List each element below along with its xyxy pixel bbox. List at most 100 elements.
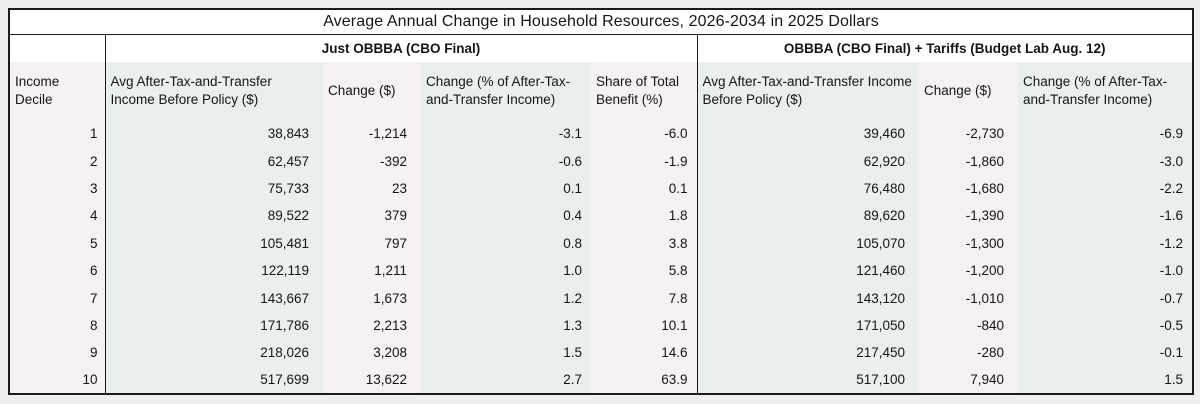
table-cell: 7 <box>9 284 105 312</box>
table-cell: 1.8 <box>591 202 697 230</box>
table-cell: -840 <box>919 311 1018 340</box>
table-cell: 62,457 <box>104 147 323 175</box>
table-cell: 1,673 <box>323 284 421 312</box>
table-cell: 143,120 <box>696 284 919 312</box>
table-cell: -1,214 <box>323 120 421 148</box>
table-row: 2 62,457 -392 -0.6 -1.9 62,920 -1,860 -3.0 <box>9 147 1193 175</box>
table-cell: 0.8 <box>421 229 591 257</box>
table-cell: 89,620 <box>696 202 919 230</box>
table-row: 4 89,522 379 0.4 1.8 89,620 -1,390 -1.6 <box>9 202 1193 230</box>
table-cell: 8 <box>9 311 105 340</box>
table-cell: 1,211 <box>323 256 421 285</box>
table-cell: 0.1 <box>591 174 697 203</box>
table-cell: 3 <box>9 174 105 203</box>
table-cell: 62,920 <box>696 147 919 175</box>
table-cell: -6.0 <box>591 120 697 148</box>
table-row: 1 38,843 -1,214 -3.1 -6.0 39,460 -2,730 -6.9 <box>9 120 1193 148</box>
table-cell: -1,300 <box>919 229 1018 257</box>
table-row: 8 171,786 2,213 1.3 10.1 171,050 -840 -0.5 <box>9 311 1193 340</box>
table-cell: -3.1 <box>421 120 591 148</box>
table-cell: 39,460 <box>696 120 919 148</box>
table-cell: 5 <box>9 229 105 257</box>
table-cell: -0.1 <box>1018 339 1193 367</box>
table-cell: -0.6 <box>421 147 591 175</box>
col-header-share-of-benefit: Share of Total Benefit (%) <box>591 62 697 120</box>
table-cell: -280 <box>919 339 1018 367</box>
col-header-change-dollars-right: Change ($) <box>919 62 1018 120</box>
table-row: 3 75,733 23 0.1 0.1 76,480 -1,680 -2.2 <box>9 174 1193 203</box>
table-cell: -1.0 <box>1018 256 1193 285</box>
table-cell: -6.9 <box>1018 120 1193 148</box>
table-cell: 89,522 <box>104 202 323 230</box>
table-cell: 105,481 <box>104 229 323 257</box>
table-cell: 5.8 <box>591 256 697 285</box>
table-cell: 3.8 <box>591 229 697 257</box>
table-row: 5 105,481 797 0.8 3.8 105,070 -1,300 -1.2 <box>9 229 1193 257</box>
col-header-change-percent-left: Change (% of After-Tax-and-Transfer Inco… <box>421 62 591 120</box>
table-cell: 1.3 <box>421 311 591 340</box>
table-cell: -1.6 <box>1018 202 1193 230</box>
table-title: Average Annual Change in Household Resou… <box>9 9 1193 35</box>
table-cell: 10.1 <box>591 311 697 340</box>
table-cell: 2 <box>9 147 105 175</box>
table-cell: 797 <box>323 229 421 257</box>
table-cell: 1.2 <box>421 284 591 312</box>
table-cell: 7,940 <box>919 366 1018 394</box>
table-cell: 75,733 <box>104 174 323 203</box>
table-cell: 9 <box>9 339 105 367</box>
table-cell: -2,730 <box>919 120 1018 148</box>
table-cell: 121,460 <box>696 256 919 285</box>
table-cell: 4 <box>9 202 105 230</box>
table-body: 1 38,843 -1,214 -3.1 -6.0 39,460 -2,730 -6.9 2 62… <box>9 120 1193 394</box>
table-cell: 171,786 <box>104 311 323 340</box>
household-resources-table: Average Annual Change in Household Resou… <box>8 8 1194 395</box>
table-cell: -3.0 <box>1018 147 1193 175</box>
table-cell: -0.5 <box>1018 311 1193 340</box>
table-cell: 2.7 <box>421 366 591 394</box>
table-cell: -2.2 <box>1018 174 1193 203</box>
table-cell: 0.1 <box>421 174 591 203</box>
table-cell: -0.7 <box>1018 284 1193 312</box>
table-cell: -392 <box>323 147 421 175</box>
table-cell: 517,699 <box>104 366 323 394</box>
col-header-avg-income-right: Avg After-Tax-and-Transfer Income Before… <box>696 62 919 120</box>
table-cell: -1.9 <box>591 147 697 175</box>
table-cell: 63.9 <box>591 366 697 394</box>
table-cell: -1,680 <box>919 174 1018 203</box>
title-row: Average Annual Change in Household Resou… <box>9 9 1193 35</box>
table-cell: 218,026 <box>104 339 323 367</box>
table-cell: -1,010 <box>919 284 1018 312</box>
table-cell: 3,208 <box>323 339 421 367</box>
table-cell: 6 <box>9 256 105 285</box>
group-header-just-obbba: Just OBBBA (CBO Final) <box>104 34 697 62</box>
table-cell: 171,050 <box>696 311 919 340</box>
table-cell: 0.4 <box>421 202 591 230</box>
table-row: 7 143,667 1,673 1.2 7.8 143,120 -1,010 -0.7 <box>9 284 1193 312</box>
table-cell: 143,667 <box>104 284 323 312</box>
table-row: 6 122,119 1,211 1.0 5.8 121,460 -1,200 -1.0 <box>9 256 1193 285</box>
group-header-blank-cell <box>9 34 105 62</box>
table-cell: -1,390 <box>919 202 1018 230</box>
table-row: 10 517,699 13,622 2.7 63.9 517,100 7,940 1.5 <box>9 366 1193 394</box>
table-cell: 517,100 <box>696 366 919 394</box>
table-cell: 1.0 <box>421 256 591 285</box>
table-cell: 1 <box>9 120 105 148</box>
group-header-row: Just OBBBA (CBO Final) OBBBA (CBO Final)… <box>9 34 1193 62</box>
table-cell: 105,070 <box>696 229 919 257</box>
table-cell: 38,843 <box>104 120 323 148</box>
table-cell: 217,450 <box>696 339 919 367</box>
column-header-row: Income Decile Avg After-Tax-and-Transfer… <box>9 62 1193 120</box>
table-cell: 2,213 <box>323 311 421 340</box>
table-cell: 10 <box>9 366 105 394</box>
table-row: 9 218,026 3,208 1.5 14.6 217,450 -280 -0.1 <box>9 339 1193 367</box>
table-cell: 14.6 <box>591 339 697 367</box>
table-cell: -1,200 <box>919 256 1018 285</box>
table-cell: 13,622 <box>323 366 421 394</box>
table-cell: 1.5 <box>1018 366 1193 394</box>
table-cell: 23 <box>323 174 421 203</box>
table-cell: 7.8 <box>591 284 697 312</box>
col-header-change-dollars-left: Change ($) <box>323 62 421 120</box>
table-cell: 379 <box>323 202 421 230</box>
col-header-avg-income-left: Avg After-Tax-and-Transfer Income Before… <box>104 62 323 120</box>
